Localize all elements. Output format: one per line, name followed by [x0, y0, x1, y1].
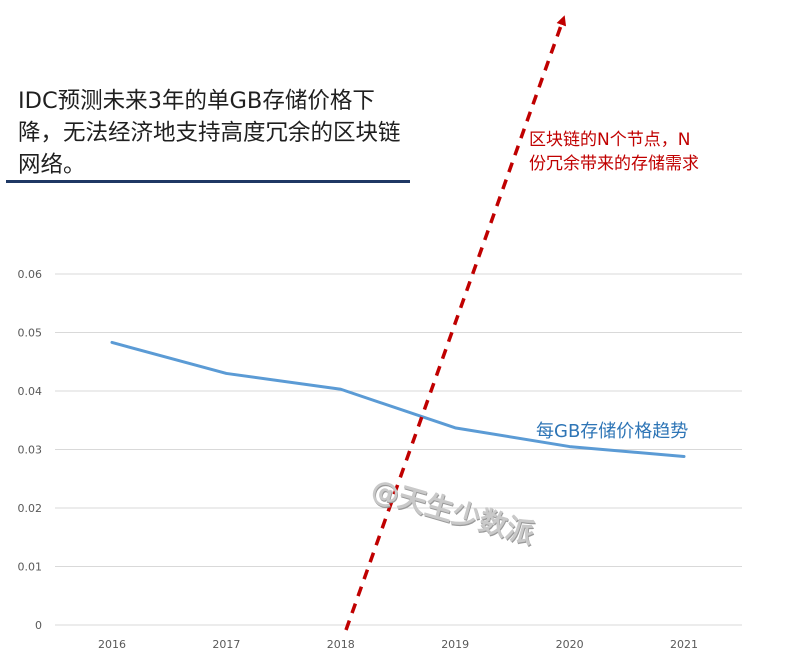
headline-underline [6, 180, 410, 183]
price-trend-line [110, 340, 686, 459]
y-tick-label: 0.06 [18, 268, 43, 281]
x-axis-ticks: 2016 2017 2018 2019 2020 2021 [98, 638, 698, 651]
series-label: 每GB存储价格趋势 [536, 421, 689, 442]
x-tick-label: 2017 [212, 638, 240, 651]
y-tick-label: 0.01 [18, 561, 43, 574]
x-tick-label: 2021 [670, 638, 698, 651]
x-tick-label: 2019 [441, 638, 469, 651]
y-tick-label: 0.03 [18, 444, 43, 457]
blockchain-annotation: 区块链的N个节点，N份冗余带来的存储需求 [529, 130, 699, 174]
y-axis-ticks: 0 0.01 0.02 0.03 0.04 0.05 0.06 [18, 268, 43, 632]
headline: IDC预测未来3年的单GB存储价格下降，无法经济地支持高度冗余的区块链网络。 [18, 88, 401, 178]
y-tick-label: 0 [35, 619, 42, 632]
y-tick-label: 0.04 [18, 385, 43, 398]
gridlines [55, 273, 742, 626]
x-tick-label: 2016 [98, 638, 126, 651]
y-tick-label: 0.02 [18, 502, 43, 515]
x-tick-label: 2020 [556, 638, 584, 651]
y-tick-label: 0.05 [18, 327, 43, 340]
x-tick-label: 2018 [327, 638, 355, 651]
series-layer [110, 340, 686, 459]
